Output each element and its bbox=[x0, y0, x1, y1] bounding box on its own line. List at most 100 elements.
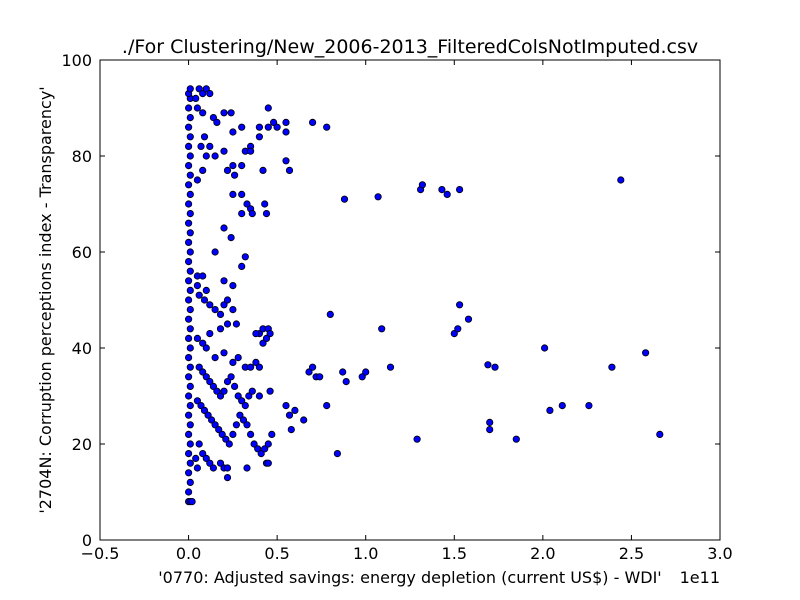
data-point bbox=[261, 445, 269, 453]
data-point bbox=[285, 166, 294, 174]
data-point bbox=[185, 411, 193, 419]
data-point bbox=[247, 430, 255, 438]
data-point bbox=[185, 142, 193, 150]
data-point bbox=[186, 459, 194, 467]
data-point bbox=[254, 445, 262, 453]
data-point bbox=[185, 373, 193, 381]
data-point bbox=[186, 267, 194, 275]
x-tick-label: 0.5 bbox=[264, 544, 289, 563]
data-point bbox=[185, 488, 193, 496]
data-point bbox=[215, 425, 223, 434]
data-point bbox=[248, 387, 256, 395]
data-point bbox=[608, 363, 616, 371]
data-point bbox=[259, 339, 267, 347]
data-point bbox=[193, 397, 201, 405]
data-point bbox=[264, 104, 272, 112]
x-axis-offset-label: 1e11 bbox=[680, 568, 720, 587]
data-point bbox=[213, 387, 221, 395]
data-point bbox=[220, 109, 228, 117]
data-point bbox=[238, 397, 246, 405]
data-point bbox=[486, 425, 494, 434]
data-point bbox=[484, 361, 492, 369]
data-point bbox=[248, 210, 256, 218]
data-point bbox=[316, 373, 324, 381]
data-point bbox=[227, 234, 235, 242]
data-point bbox=[255, 133, 263, 141]
y-tick-label: 100 bbox=[61, 51, 92, 70]
x-tick-label: 2.5 bbox=[619, 544, 644, 563]
data-point bbox=[262, 334, 271, 342]
data-point bbox=[185, 277, 193, 285]
data-point bbox=[245, 392, 253, 400]
data-point bbox=[247, 363, 255, 371]
data-point bbox=[199, 368, 207, 376]
data-point bbox=[185, 449, 193, 458]
data-point bbox=[223, 320, 232, 328]
data-point bbox=[239, 416, 248, 424]
data-point bbox=[186, 286, 194, 294]
data-point bbox=[455, 186, 464, 194]
data-point bbox=[186, 440, 194, 448]
data-point bbox=[220, 387, 228, 395]
data-point bbox=[438, 186, 446, 194]
data-point bbox=[282, 157, 290, 165]
data-point bbox=[220, 147, 228, 155]
data-point bbox=[229, 358, 237, 366]
data-point bbox=[186, 171, 194, 179]
data-point bbox=[269, 118, 278, 127]
data-point bbox=[229, 162, 237, 170]
data-point bbox=[211, 353, 219, 362]
data-point bbox=[186, 152, 194, 160]
data-point bbox=[231, 171, 239, 179]
data-point bbox=[216, 310, 225, 318]
data-point bbox=[241, 253, 249, 261]
data-point bbox=[185, 200, 193, 208]
data-point bbox=[300, 416, 308, 424]
data-point bbox=[200, 296, 209, 304]
data-point bbox=[486, 418, 494, 426]
data-point bbox=[340, 195, 349, 203]
data-point bbox=[362, 368, 370, 376]
data-point bbox=[450, 329, 458, 338]
data-point bbox=[264, 459, 272, 467]
data-point bbox=[326, 310, 334, 318]
data-point bbox=[229, 128, 237, 136]
data-point bbox=[186, 114, 194, 122]
data-point bbox=[185, 353, 193, 362]
x-axis-label: '0770: Adjusted savings: energy depletio… bbox=[158, 568, 661, 587]
data-point bbox=[211, 152, 219, 160]
data-point bbox=[418, 181, 426, 189]
data-point bbox=[255, 123, 263, 131]
data-point bbox=[323, 401, 331, 410]
x-tick-label: −0.5 bbox=[81, 544, 120, 563]
data-point bbox=[213, 118, 221, 127]
data-point bbox=[585, 401, 593, 410]
data-point bbox=[209, 464, 217, 472]
data-point bbox=[206, 90, 214, 98]
data-point bbox=[229, 190, 237, 198]
y-tick-label: 40 bbox=[72, 339, 92, 358]
data-point bbox=[229, 430, 237, 438]
y-tick-label: 0 bbox=[82, 531, 92, 550]
data-point bbox=[243, 200, 251, 208]
data-point bbox=[193, 281, 201, 290]
data-point bbox=[264, 123, 272, 131]
data-point bbox=[199, 272, 207, 280]
data-point bbox=[250, 440, 258, 448]
data-point bbox=[232, 320, 240, 328]
data-point bbox=[291, 406, 299, 414]
data-point bbox=[236, 411, 244, 419]
data-point bbox=[378, 325, 386, 333]
data-point bbox=[193, 464, 201, 472]
chart-title: ./For Clustering/New_2006-2013_FilteredC… bbox=[122, 36, 698, 58]
data-point bbox=[255, 392, 263, 400]
data-point bbox=[413, 435, 421, 443]
data-point bbox=[558, 401, 566, 410]
data-point bbox=[192, 454, 200, 462]
data-point bbox=[227, 109, 235, 117]
data-point bbox=[206, 301, 214, 309]
data-point bbox=[186, 344, 194, 352]
data-point bbox=[282, 128, 290, 136]
data-point bbox=[185, 162, 193, 170]
data-point bbox=[266, 387, 274, 395]
